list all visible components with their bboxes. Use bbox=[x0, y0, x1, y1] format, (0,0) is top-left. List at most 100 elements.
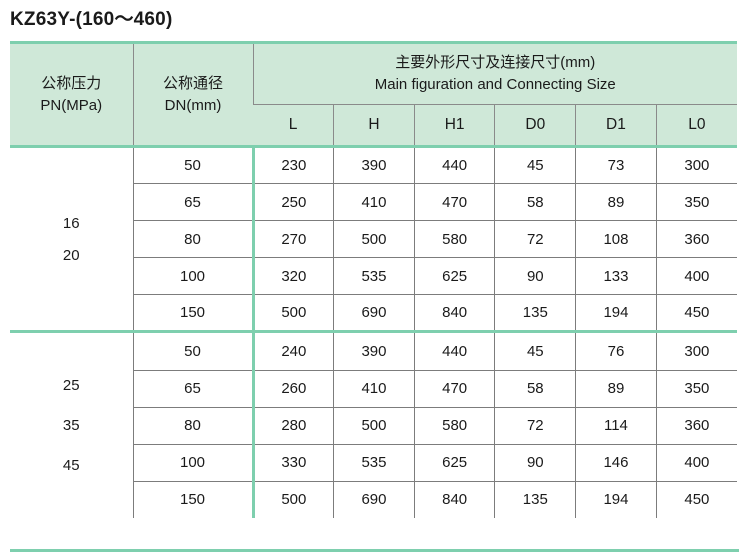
cell-D1: 114 bbox=[575, 407, 657, 445]
table-row: 80 270 500 580 72 108 360 bbox=[10, 220, 738, 258]
pn-value: 45 bbox=[62, 457, 80, 474]
cell-H1: 580 bbox=[413, 220, 495, 258]
cell-H1: 840 bbox=[413, 294, 495, 332]
cell-H1: 625 bbox=[413, 257, 495, 295]
cell-H1: 470 bbox=[413, 370, 495, 408]
cell-D0: 58 bbox=[494, 183, 576, 221]
cell-D0: 135 bbox=[494, 294, 576, 332]
cell-D1: 133 bbox=[575, 257, 657, 295]
cell-dn: 80 bbox=[132, 407, 253, 445]
table-row: 65 260 410 470 58 89 350 bbox=[10, 370, 738, 408]
cell-D0: 72 bbox=[494, 407, 576, 445]
cell-H: 690 bbox=[333, 481, 415, 518]
header-col-L0: L0 bbox=[655, 104, 738, 148]
cell-D0: 90 bbox=[494, 444, 576, 482]
header-nominal-diameter-en: DN(mm) bbox=[164, 96, 222, 114]
table-bottom-rule bbox=[10, 549, 739, 552]
cell-L: 280 bbox=[251, 407, 334, 445]
cell-dn: 150 bbox=[132, 294, 253, 332]
cell-L0: 400 bbox=[655, 257, 738, 295]
cell-D1: 108 bbox=[575, 220, 657, 258]
cell-L0: 300 bbox=[655, 146, 738, 184]
cell-L0: 300 bbox=[655, 333, 738, 371]
cell-L0: 450 bbox=[655, 294, 738, 332]
header-col-D1: D1 bbox=[575, 104, 657, 148]
cell-H: 535 bbox=[333, 444, 415, 482]
cell-L: 500 bbox=[251, 294, 334, 332]
cell-dn: 100 bbox=[132, 444, 253, 482]
cell-D1: 146 bbox=[575, 444, 657, 482]
header-nominal-pressure-cn: 公称压力 bbox=[41, 74, 102, 92]
cell-L0: 360 bbox=[655, 220, 738, 258]
table-header: 公称压力 PN(MPa) 公称通径 DN(mm) 主要外形尺寸及连接尺寸(mm)… bbox=[10, 41, 738, 148]
group-separator bbox=[10, 330, 738, 334]
specification-table-container: 公称压力 PN(MPa) 公称通径 DN(mm) 主要外形尺寸及连接尺寸(mm)… bbox=[10, 41, 738, 518]
cell-H1: 625 bbox=[413, 444, 495, 482]
table-body-group-1: 16 20 50 230 390 440 45 73 300 65 250 41… bbox=[10, 146, 738, 334]
page-title: KZ63Y-(160～460) bbox=[10, 9, 173, 30]
cell-L0: 350 bbox=[655, 370, 738, 408]
pn-value: 35 bbox=[62, 417, 80, 434]
cell-dn: 150 bbox=[132, 481, 253, 518]
cell-H: 410 bbox=[333, 370, 415, 408]
cell-L: 240 bbox=[251, 333, 334, 371]
cell-H1: 470 bbox=[413, 183, 495, 221]
header-row-sub: L H H1 D0 D1 L0 bbox=[10, 104, 738, 148]
cell-dn: 65 bbox=[132, 370, 253, 408]
header-nominal-diameter-cn: 公称通径 bbox=[162, 74, 223, 92]
cell-D0: 45 bbox=[494, 146, 576, 184]
cell-H: 410 bbox=[333, 183, 415, 221]
cell-dn: 100 bbox=[132, 257, 253, 295]
header-main-dimensions-group: 主要外形尺寸及连接尺寸(mm) Main figuration and Conn… bbox=[252, 41, 738, 105]
header-nominal-pressure: 公称压力 PN(MPa) bbox=[10, 41, 133, 148]
cell-dn: 80 bbox=[132, 220, 253, 258]
table-row: 150 500 690 840 135 194 450 bbox=[10, 294, 738, 332]
cell-dn: 65 bbox=[132, 183, 253, 221]
table-row: 100 320 535 625 90 133 400 bbox=[10, 257, 738, 295]
cell-L0: 350 bbox=[655, 183, 738, 221]
header-row-primary: 公称压力 PN(MPa) 公称通径 DN(mm) 主要外形尺寸及连接尺寸(mm)… bbox=[10, 41, 738, 148]
cell-H: 500 bbox=[333, 220, 415, 258]
cell-D0: 45 bbox=[494, 333, 576, 371]
table-body-group-2: 25 35 45 50 240 390 440 45 76 300 65 260 bbox=[10, 333, 738, 518]
cell-H: 535 bbox=[333, 257, 415, 295]
cell-H: 390 bbox=[333, 146, 415, 184]
table-row: 65 250 410 470 58 89 350 bbox=[10, 183, 738, 221]
pn-value: 20 bbox=[62, 246, 80, 264]
cell-D1: 194 bbox=[575, 481, 657, 518]
cell-D0: 58 bbox=[494, 370, 576, 408]
cell-L: 260 bbox=[251, 370, 334, 408]
cell-L: 320 bbox=[251, 257, 334, 295]
cell-H1: 440 bbox=[413, 146, 495, 184]
cell-D1: 89 bbox=[575, 183, 657, 221]
header-col-D0: D0 bbox=[494, 104, 576, 148]
header-col-H: H bbox=[333, 104, 415, 148]
cell-H: 690 bbox=[333, 294, 415, 332]
cell-H: 500 bbox=[333, 407, 415, 445]
table-row: 16 20 50 230 390 440 45 73 300 bbox=[10, 146, 738, 332]
pn-value: 25 bbox=[62, 377, 80, 394]
cell-L: 230 bbox=[251, 146, 334, 184]
table-row: 100 330 535 625 90 146 400 bbox=[10, 444, 738, 482]
cell-D1: 89 bbox=[575, 370, 657, 408]
cell-D0: 72 bbox=[494, 220, 576, 258]
specification-table: 公称压力 PN(MPa) 公称通径 DN(mm) 主要外形尺寸及连接尺寸(mm)… bbox=[10, 41, 738, 518]
cell-D1: 194 bbox=[575, 294, 657, 332]
cell-L: 250 bbox=[251, 183, 334, 221]
table-row: 25 35 45 50 240 390 440 45 76 300 bbox=[10, 333, 738, 518]
cell-dn: 50 bbox=[132, 146, 253, 184]
pn-group-label-2: 25 35 45 bbox=[10, 333, 133, 518]
cell-D1: 76 bbox=[575, 333, 657, 371]
header-nominal-pressure-en: PN(MPa) bbox=[40, 96, 103, 114]
cell-L: 500 bbox=[251, 481, 334, 518]
table-row: 150 500 690 840 135 194 450 bbox=[10, 481, 738, 518]
cell-D1: 73 bbox=[575, 146, 657, 184]
cell-H: 390 bbox=[333, 333, 415, 371]
cell-L: 330 bbox=[251, 444, 334, 482]
cell-L0: 360 bbox=[655, 407, 738, 445]
header-main-dimensions-en: Main figuration and Connecting Size bbox=[374, 76, 616, 93]
cell-D0: 90 bbox=[494, 257, 576, 295]
cell-H1: 580 bbox=[413, 407, 495, 445]
header-nominal-diameter: 公称通径 DN(mm) bbox=[132, 41, 253, 148]
cell-H1: 440 bbox=[413, 333, 495, 371]
